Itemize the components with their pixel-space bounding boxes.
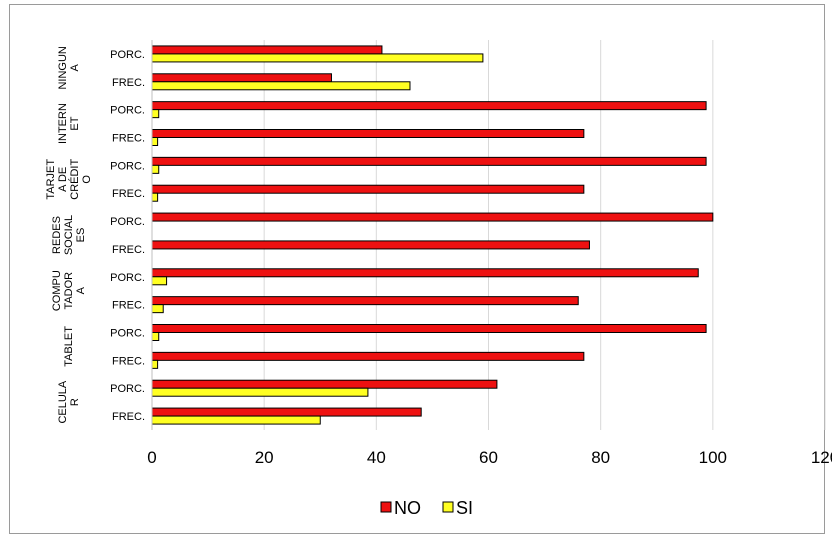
group-label: TARJET A DE CRÉDIT O (45, 159, 93, 200)
group-label-line: R (69, 398, 81, 406)
group-label: TABLET (63, 326, 75, 367)
row-label: PORC. (110, 383, 145, 395)
bars (151, 45, 714, 425)
row-label: FREC. (112, 411, 145, 423)
bar-no (151, 351, 585, 361)
bar-no (151, 324, 707, 333)
row-label: FREC. (112, 77, 145, 89)
bar-si (151, 387, 369, 397)
bar-no (151, 184, 585, 194)
row-label: PORC. (110, 272, 145, 284)
group-label-line: TARJET (45, 159, 57, 200)
bar-si (151, 359, 159, 369)
row-label: PORC. (110, 105, 145, 117)
group-label: REDES SOCIAL ES (51, 215, 87, 255)
bar-no (151, 407, 422, 417)
bar-si (151, 276, 168, 286)
group-label-line: O (81, 175, 93, 184)
group-label-line: NINGUN (57, 46, 69, 89)
group-label-line: A DE (57, 167, 69, 192)
legend: NO SI (380, 498, 473, 518)
row-label: FREC. (112, 133, 145, 145)
x-tick-label: 60 (479, 448, 498, 467)
row-label: PORC. (110, 328, 145, 340)
group-label-line: TABLET (63, 326, 75, 367)
group-label-line: A (69, 64, 81, 72)
bar-si (151, 192, 159, 202)
legend-swatch-no (380, 501, 392, 513)
bar-si (151, 332, 160, 341)
x-tick-label: 20 (255, 448, 274, 467)
bar-no (151, 212, 714, 222)
x-tick-label: 40 (367, 448, 386, 467)
bar-no (151, 379, 498, 389)
group-label: NINGUN A (57, 46, 81, 89)
row-label: FREC. (112, 188, 145, 200)
bar-no (151, 156, 707, 166)
gridlines (263, 40, 826, 430)
bar-no (151, 129, 585, 138)
row-label: PORC. (110, 49, 145, 61)
bar-si (151, 304, 164, 314)
bar-no (151, 296, 579, 306)
bar-si (151, 415, 321, 425)
legend-label-no: NO (394, 498, 421, 518)
x-tick-label: 0 (147, 448, 156, 467)
group-label-line: TADOR (63, 272, 75, 310)
group-label-line: COMPU (51, 270, 63, 311)
bar-si (151, 109, 160, 119)
category-labels: PORC. FREC. PORC. FREC. PORC. FREC. PORC. FREC.… (45, 46, 145, 423)
x-tick-label: 100 (699, 448, 727, 467)
group-label-line: ES (75, 228, 87, 243)
x-tick-label: 80 (591, 448, 610, 467)
row-label: FREC. (112, 355, 145, 367)
bar-si (151, 137, 159, 146)
group-label-line: CELULA (57, 380, 69, 423)
bar-si (151, 81, 411, 91)
group-label: INTERN ET (57, 103, 81, 144)
bar-no (151, 268, 699, 278)
bar-si (151, 53, 484, 63)
row-label: PORC. (110, 160, 145, 172)
group-label-line: INTERN (57, 103, 69, 144)
group-label-line: SOCIAL (63, 215, 75, 255)
bar-no (151, 45, 383, 55)
group-label-line: REDES (51, 216, 63, 254)
group-label: CELULA R (57, 380, 81, 423)
x-tick-labels: 0 20 40 60 80 100 120 (147, 448, 832, 467)
row-label: PORC. (110, 216, 145, 228)
row-label: FREC. (112, 244, 145, 256)
legend-swatch-si (442, 501, 454, 513)
bar-no (151, 73, 332, 83)
group-label-line: ET (69, 116, 81, 130)
bar-no (151, 240, 590, 250)
bar-no (151, 101, 707, 111)
group-label-line: CRÉDIT (68, 159, 81, 200)
legend-label-si: SI (456, 498, 473, 518)
group-label: COMPU TADOR A (51, 270, 87, 311)
bar-si (151, 164, 160, 174)
group-label-line: A (75, 286, 87, 294)
row-label: FREC. (112, 300, 145, 312)
x-tick-label: 120 (811, 448, 832, 467)
